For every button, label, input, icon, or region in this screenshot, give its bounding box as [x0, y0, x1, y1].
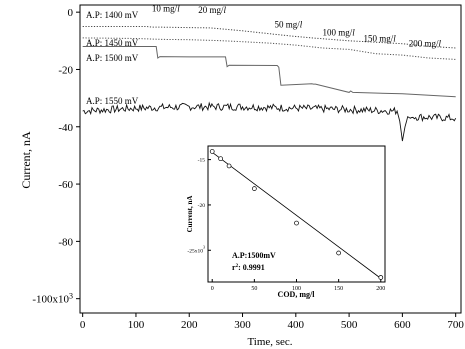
- main-x-tick-label: 200: [181, 319, 198, 331]
- main-series-line: [82, 101, 457, 142]
- main-series-line: [82, 26, 456, 49]
- main-concentration-label: 200 mg/l: [409, 39, 442, 49]
- inset-y-tick-label: -15: [198, 158, 206, 164]
- main-y-axis-label: Current, nA: [19, 131, 33, 189]
- inset-x-tick-label: 50: [251, 286, 257, 292]
- inset-data-point: [252, 186, 257, 191]
- main-y-axis: 0 -20 -40 -60 -80 -100x103: [32, 7, 80, 306]
- main-x-tick-label: 700: [447, 319, 464, 331]
- inset-x-tick-label: 150: [334, 286, 343, 292]
- main-x-tick-label: 600: [394, 319, 411, 331]
- main-concentration-label: 150 mg/l: [363, 34, 396, 44]
- inset-fit-line: [211, 152, 382, 279]
- main-concentration-labels: 10 mg/l 20 mg/l 50 mg/l 100 mg/l 150 mg/l 200…: [152, 4, 442, 49]
- main-x-tick-label: 500: [341, 319, 358, 331]
- inset-data-point: [209, 149, 215, 154]
- main-y-tick-label: -100x103: [32, 292, 73, 306]
- inset-x-tick-label: 200: [376, 286, 385, 292]
- main-concentration-label: 20 mg/l: [198, 5, 226, 15]
- main-x-tick-label: 100: [128, 319, 145, 331]
- main-series-labels: A.P: 1400 mV A.P: 1450 mV A.P: 1500 mV A.P:…: [86, 10, 139, 106]
- inset-y-tick-label: -25x103: [187, 244, 205, 254]
- inset-chart: -15 -20 -25x103 0 50 100 150 200 A.P:1500mV r2…: [186, 143, 391, 299]
- main-series-line: [82, 37, 456, 60]
- main-series-label: A.P: 1500 mV: [86, 53, 139, 63]
- main-y-tick-label: 0: [68, 7, 74, 19]
- inset-x-axis-label: COD, mg/l: [278, 290, 316, 299]
- main-series-label: A.P: 1550 mV: [86, 96, 139, 106]
- main-series-group: [82, 26, 457, 142]
- inset-y-axis: -15 -20 -25x103: [187, 158, 211, 254]
- main-series-label: A.P: 1400 mV: [86, 10, 139, 20]
- main-x-axis: 0 100 200 300 400 500 600 700: [80, 313, 464, 331]
- inset-data-point: [378, 275, 384, 280]
- inset-data-point: [226, 163, 232, 169]
- inset-annotation: A.P:1500mV r2: 0.9991: [232, 251, 276, 272]
- inset-fit-group: [211, 152, 382, 279]
- main-concentration-label: 50 mg/l: [274, 19, 302, 29]
- main-concentration-label: 100 mg/l: [322, 28, 355, 38]
- inset-x-axis: 0 50 100 150 200: [211, 279, 385, 292]
- inset-data-point: [294, 220, 299, 226]
- inset-y-axis-label: Current, nA: [186, 196, 194, 233]
- main-y-tick-label: -40: [58, 122, 73, 134]
- main-y-tick-label: -80: [58, 236, 73, 248]
- inset-annotation-r2: r2: 0.9991: [232, 263, 265, 272]
- main-plot-frame: [79, 4, 462, 314]
- inset-x-tick-label: 0: [211, 286, 214, 292]
- inset-points-group: [209, 149, 384, 280]
- main-x-tick-label: 300: [234, 319, 251, 331]
- main-series-label: A.P: 1450 mV: [86, 38, 139, 48]
- inset-data-point: [218, 156, 223, 162]
- main-concentration-label: 10 mg/l: [152, 4, 180, 14]
- inset-x-tick-label: 100: [292, 286, 301, 292]
- main-y-tick-label: -60: [58, 179, 73, 191]
- inset-annotation-potential: A.P:1500mV: [232, 251, 276, 260]
- main-x-axis-label: Time, sec.: [247, 336, 292, 348]
- main-chart: 0-20-40-60-80-100x103 0 100 200 300 400 500 60…: [19, 4, 464, 348]
- main-x-tick-label: 0: [80, 319, 86, 331]
- main-y-tick-label: -20: [58, 64, 73, 76]
- main-x-tick-label: 400: [288, 319, 305, 331]
- main-series-line: [82, 46, 456, 98]
- inset-y-tick-label: -20: [198, 203, 206, 209]
- inset-data-point: [336, 250, 341, 256]
